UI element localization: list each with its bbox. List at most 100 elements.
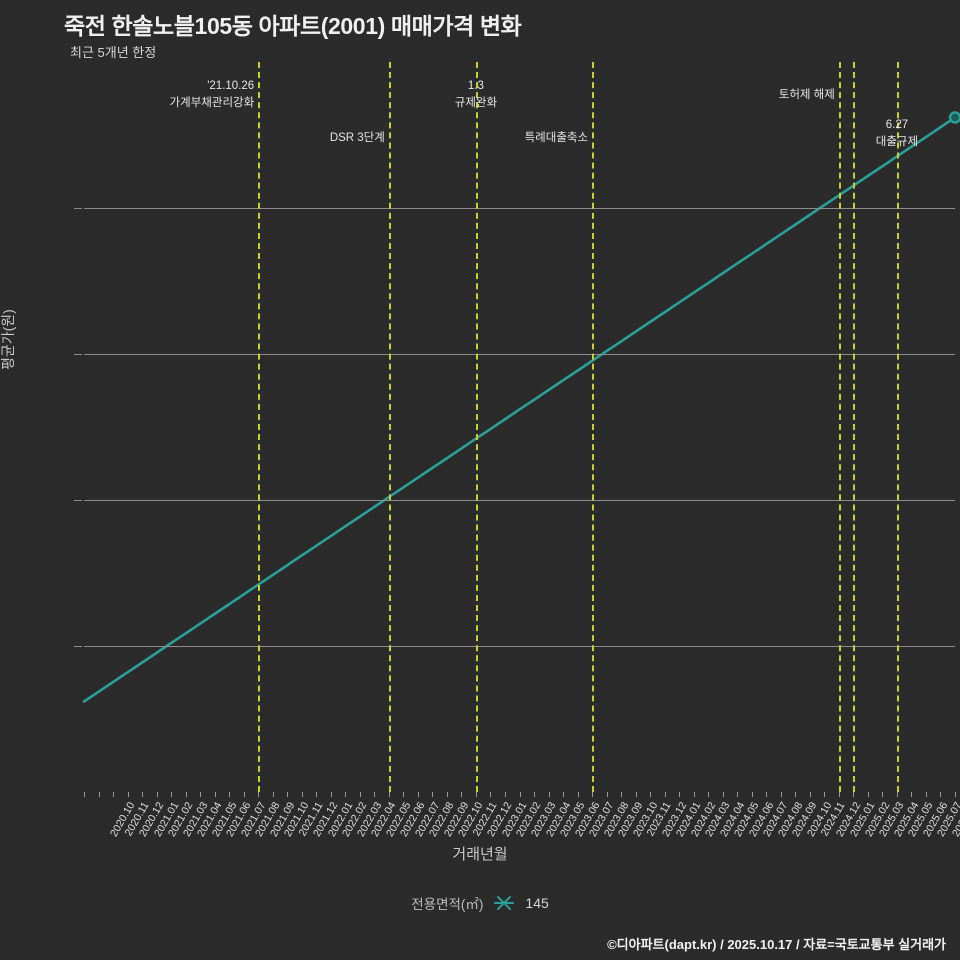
x-tick-mark [867, 792, 869, 797]
annotation-vline [592, 62, 595, 792]
legend-value: 145 [525, 895, 549, 911]
x-tick-mark [127, 792, 129, 797]
y-tick-mark [74, 208, 82, 209]
annotation-label-line: 6.27 [885, 119, 909, 131]
x-tick-mark [461, 792, 463, 797]
x-tick-mark [679, 792, 681, 797]
series-line-145 [82, 111, 960, 703]
x-tick-mark [824, 792, 826, 797]
x-tick-mark [316, 792, 318, 797]
annotation-label-line: 규제완화 [454, 96, 498, 109]
x-tick-mark [243, 792, 245, 797]
x-tick-mark [504, 792, 506, 797]
x-tick-mark [534, 792, 536, 797]
legend-marker-icon [493, 895, 515, 911]
x-tick-mark [940, 792, 942, 797]
x-tick-mark [751, 792, 753, 797]
x-tick-mark [113, 792, 115, 797]
x-tick-mark [374, 792, 376, 797]
x-tick-mark [737, 792, 739, 797]
gridline [84, 646, 955, 647]
x-tick-mark [635, 792, 637, 797]
x-tick-mark [359, 792, 361, 797]
x-tick-mark [809, 792, 811, 797]
x-tick-mark [955, 792, 956, 797]
x-tick-mark [519, 792, 521, 797]
y-tick-mark [74, 646, 82, 647]
annotation-label-line: 가계부채관리강화 [169, 96, 255, 109]
y-tick-mark [74, 500, 82, 501]
x-tick-mark [142, 792, 144, 797]
x-tick-mark [301, 792, 303, 797]
annotation-label-line: 1.3 [467, 80, 484, 92]
annotation-vline [388, 62, 391, 792]
gridline [84, 500, 955, 501]
annotation-label: '21.10.26 가계부채관리강화 [170, 78, 255, 111]
x-tick-mark [388, 792, 390, 797]
annotation-vline [838, 62, 841, 792]
annotation-vline [258, 62, 261, 792]
gridline [84, 354, 955, 355]
x-tick-mark [563, 792, 565, 797]
x-tick-mark [621, 792, 623, 797]
series-endpoint-marker [948, 111, 960, 124]
annotation-label-line: '21.10.26 [207, 80, 255, 92]
x-tick-mark [795, 792, 797, 797]
x-axis-ticks: 2020.10 2020.11 2020.12 2021.01 2021.02 2021.… [84, 792, 960, 852]
annotation-label-line: 특례대출축소 [524, 132, 589, 144]
x-tick-mark [330, 792, 332, 797]
legend: 전용면적(㎡) 145 [0, 893, 960, 913]
series-path [82, 116, 957, 703]
x-tick-mark [287, 792, 289, 797]
annotation-label-line: 토허제 해제 [778, 89, 835, 101]
x-tick-mark [882, 792, 884, 797]
x-tick-mark [200, 792, 202, 797]
annotation-label: 토허제 해제 [779, 87, 835, 104]
x-tick-mark [925, 792, 927, 797]
x-tick-mark [345, 792, 347, 797]
annotation-label: DSR 3단계 [330, 130, 385, 147]
x-tick-mark [272, 792, 274, 797]
plot-area [82, 62, 960, 792]
x-tick-mark [185, 792, 187, 797]
x-tick-mark [664, 792, 666, 797]
x-tick-mark [708, 792, 710, 797]
page-title: 죽전 한솔노블105동 아파트(2001) 매매가격 변화 [64, 13, 522, 39]
x-tick-mark [403, 792, 405, 797]
page-subtitle: 최근 5개년 한정 [70, 45, 157, 60]
annotation-label: 6.27 대출규제 [876, 117, 918, 150]
x-tick-mark [766, 792, 768, 797]
x-tick-mark [780, 792, 782, 797]
x-tick-mark [592, 792, 594, 797]
x-tick-mark [171, 792, 173, 797]
x-tick-mark [475, 792, 477, 797]
annotation-vline [853, 62, 856, 792]
annotation-vline [475, 62, 478, 792]
x-tick-mark [577, 792, 579, 797]
x-tick-mark [258, 792, 260, 797]
x-tick-mark [417, 792, 419, 797]
annotation-label: 특례대출축소 [525, 130, 588, 147]
gridline [84, 208, 955, 209]
x-tick-mark [853, 792, 855, 797]
footer-credit: ©디아파트(dapt.kr) / 2025.10.17 / 자료=국토교통부 실… [607, 937, 946, 952]
y-tick-mark [74, 354, 82, 355]
y-axis-title: 평균가(원) [0, 309, 16, 370]
x-tick-mark [156, 792, 158, 797]
x-tick-mark [229, 792, 231, 797]
x-tick-mark [650, 792, 652, 797]
x-tick-mark [911, 792, 913, 797]
x-tick-mark [693, 792, 695, 797]
x-axis-title: 거래년월 [452, 846, 508, 863]
x-tick-mark [722, 792, 724, 797]
x-tick-mark [214, 792, 216, 797]
x-tick-mark [606, 792, 608, 797]
legend-title: 전용면적(㎡) [411, 897, 484, 912]
x-tick-mark [838, 792, 840, 797]
x-tick-mark [98, 792, 100, 797]
x-tick-mark [548, 792, 550, 797]
annotation-label: 1.3 규제완화 [455, 78, 497, 111]
x-tick-mark [490, 792, 492, 797]
x-tick-mark [446, 792, 448, 797]
